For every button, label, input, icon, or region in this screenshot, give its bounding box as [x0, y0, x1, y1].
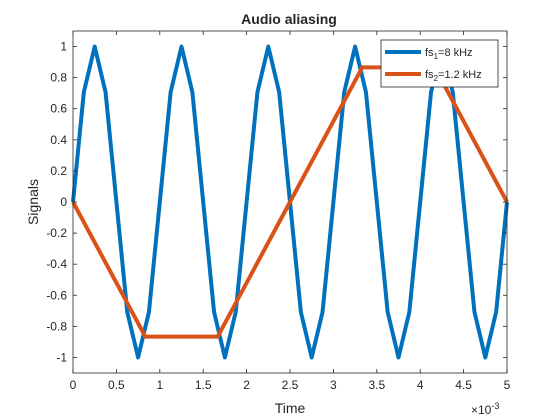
x-exponent-power: -3: [491, 401, 499, 411]
x-tick-label: 5: [504, 378, 511, 392]
legend-prefix-fs1: fs: [425, 47, 434, 59]
y-tick-label: -0.6: [46, 288, 67, 302]
chart-title: Audio aliasing: [241, 11, 337, 27]
x-tick-label: 0.5: [108, 378, 125, 392]
x-exponent-label: ×10-3: [471, 401, 499, 417]
y-tick-label: -0.4: [46, 257, 67, 271]
x-exponent-base: ×10: [471, 403, 492, 417]
x-tick-label: 0: [70, 378, 77, 392]
y-ticks: -1 -0.8 -0.6 -0.4 -0.2 0 0.2 0.4 0.6 0.8 1: [46, 40, 507, 364]
legend-sub-fs1: 1: [434, 52, 439, 61]
legend-suffix-fs2: =1.2 kHz: [438, 69, 482, 81]
y-axis-label: Signals: [25, 179, 41, 225]
x-axis-label: Time: [275, 400, 306, 416]
x-tick-label: 2.5: [282, 378, 299, 392]
y-tick-label: -1: [56, 350, 67, 364]
y-tick-label: 0.6: [50, 102, 67, 116]
y-tick-label: 0.4: [50, 133, 67, 147]
legend: fs1=8 kHz fs2=1.2 kHz: [380, 39, 499, 88]
x-tick-label: 4.5: [455, 378, 472, 392]
legend-entry-fs2: fs2=1.2 kHz: [425, 69, 482, 83]
x-tick-label: 1: [156, 378, 163, 392]
y-tick-label: -0.8: [46, 319, 67, 333]
x-ticks: 0 0.5 1 1.5 2 2.5 3 3.5 4 4.5 5: [70, 31, 511, 392]
legend-prefix-fs2: fs: [425, 69, 434, 81]
x-tick-label: 2: [243, 378, 250, 392]
legend-sub-fs2: 2: [434, 74, 439, 83]
x-tick-label: 3: [330, 378, 337, 392]
y-tick-label: 1: [60, 40, 67, 54]
x-tick-label: 3.5: [368, 378, 385, 392]
y-tick-label: 0.8: [50, 71, 67, 85]
legend-suffix-fs1: =8 kHz: [438, 47, 473, 59]
y-tick-label: 0.2: [50, 164, 67, 178]
y-tick-label: -0.2: [46, 226, 67, 240]
y-tick-label: 0: [60, 195, 67, 209]
plot-area: 0 0.5 1 1.5 2 2.5 3 3.5 4 4.5 5 -1 -0.8 -0.6 -0.4 -0.2…: [46, 30, 511, 392]
x-tick-label: 1.5: [195, 378, 212, 392]
x-tick-label: 4: [417, 378, 424, 392]
legend-box: [380, 39, 499, 88]
legend-entry-fs1: fs1=8 kHz: [425, 47, 473, 61]
